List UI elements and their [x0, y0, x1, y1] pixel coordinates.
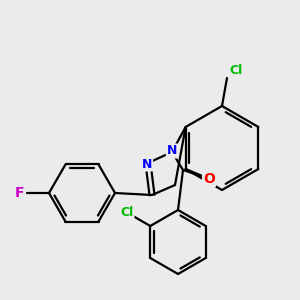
- Text: Cl: Cl: [120, 206, 134, 219]
- Text: F: F: [14, 186, 24, 200]
- Text: Cl: Cl: [230, 64, 243, 76]
- Text: O: O: [203, 172, 215, 186]
- Text: N: N: [142, 158, 152, 170]
- Text: N: N: [167, 145, 177, 158]
